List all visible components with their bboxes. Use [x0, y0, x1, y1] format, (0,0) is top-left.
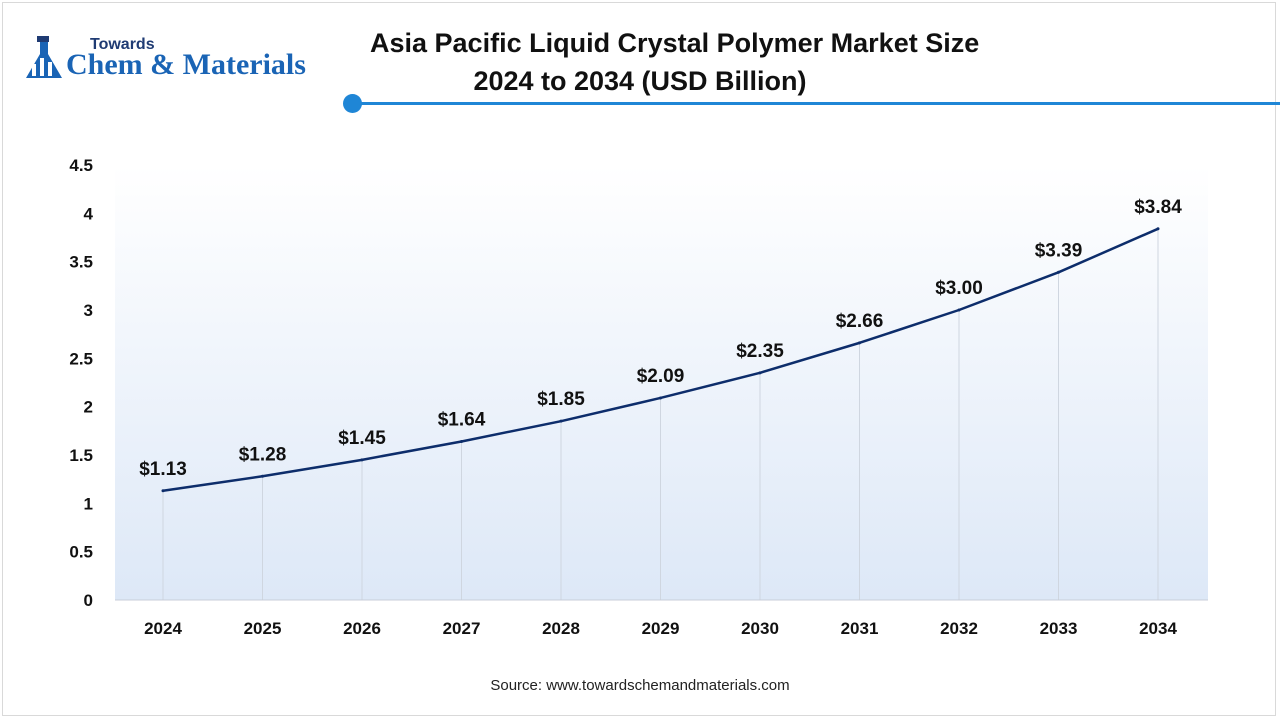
data-point [360, 458, 364, 462]
data-point [659, 396, 662, 400]
y-tick-label: 3.5 [69, 253, 93, 272]
y-tick-label: 4 [84, 204, 94, 223]
y-tick-label: 2.5 [69, 349, 93, 368]
chart-title-line2: 2024 to 2034 (USD Billion) [473, 66, 807, 96]
data-point [261, 474, 264, 478]
x-tick-label: 2033 [1040, 619, 1078, 638]
title-dot-marker [343, 94, 362, 113]
data-label: $2.09 [637, 366, 685, 387]
brand-logo: Towards Chem & Materials [22, 34, 342, 90]
y-tick-label: 1.5 [69, 446, 93, 465]
y-tick-label: 3 [84, 301, 93, 320]
data-label: $1.13 [139, 459, 187, 480]
y-tick-label: 0 [84, 591, 93, 610]
logo-chem-materials: Chem & Materials [66, 48, 306, 81]
data-label: $3.84 [1134, 197, 1182, 218]
x-tick-label: 2026 [343, 619, 381, 638]
x-tick-label: 2025 [244, 619, 282, 638]
x-tick-label: 2030 [741, 619, 779, 638]
data-label: $1.85 [537, 389, 585, 410]
data-point [460, 439, 463, 443]
data-label: $3.39 [1035, 240, 1083, 261]
data-label: $1.45 [338, 428, 386, 449]
title-underline [352, 102, 1280, 105]
source-note: Source: www.towardschemandmaterials.com [490, 677, 790, 694]
data-point [957, 308, 961, 312]
data-label: $1.64 [438, 409, 486, 430]
y-tick-label: 1 [84, 494, 93, 513]
x-tick-label: 2028 [542, 619, 580, 638]
data-point [1156, 227, 1160, 231]
data-label: $2.66 [836, 311, 884, 332]
data-label: $1.28 [239, 444, 287, 465]
data-point [161, 489, 165, 493]
flask-icon [26, 36, 62, 78]
x-tick-label: 2027 [443, 619, 481, 638]
data-label: $2.35 [736, 341, 784, 362]
x-tick-label: 2031 [841, 619, 879, 638]
data-point [858, 341, 861, 345]
y-tick-label: 0.5 [69, 543, 93, 562]
x-tick-label: 2029 [642, 619, 680, 638]
chart-title-line1: Asia Pacific Liquid Crystal Polymer Mark… [370, 28, 980, 58]
data-point [758, 371, 762, 375]
y-tick-label: 2 [84, 398, 93, 417]
x-tick-label: 2034 [1139, 619, 1177, 638]
x-tick-label: 2032 [940, 619, 978, 638]
y-tick-label: 4.5 [69, 156, 93, 175]
data-point [559, 419, 563, 423]
x-tick-label: 2024 [144, 619, 182, 638]
logo-towards: Towards [90, 36, 155, 53]
chart-title: Asia Pacific Liquid Crystal Polymer Mark… [370, 24, 980, 100]
data-label: $3.00 [935, 278, 983, 299]
data-point [1057, 270, 1060, 274]
plot-area [115, 165, 1208, 600]
